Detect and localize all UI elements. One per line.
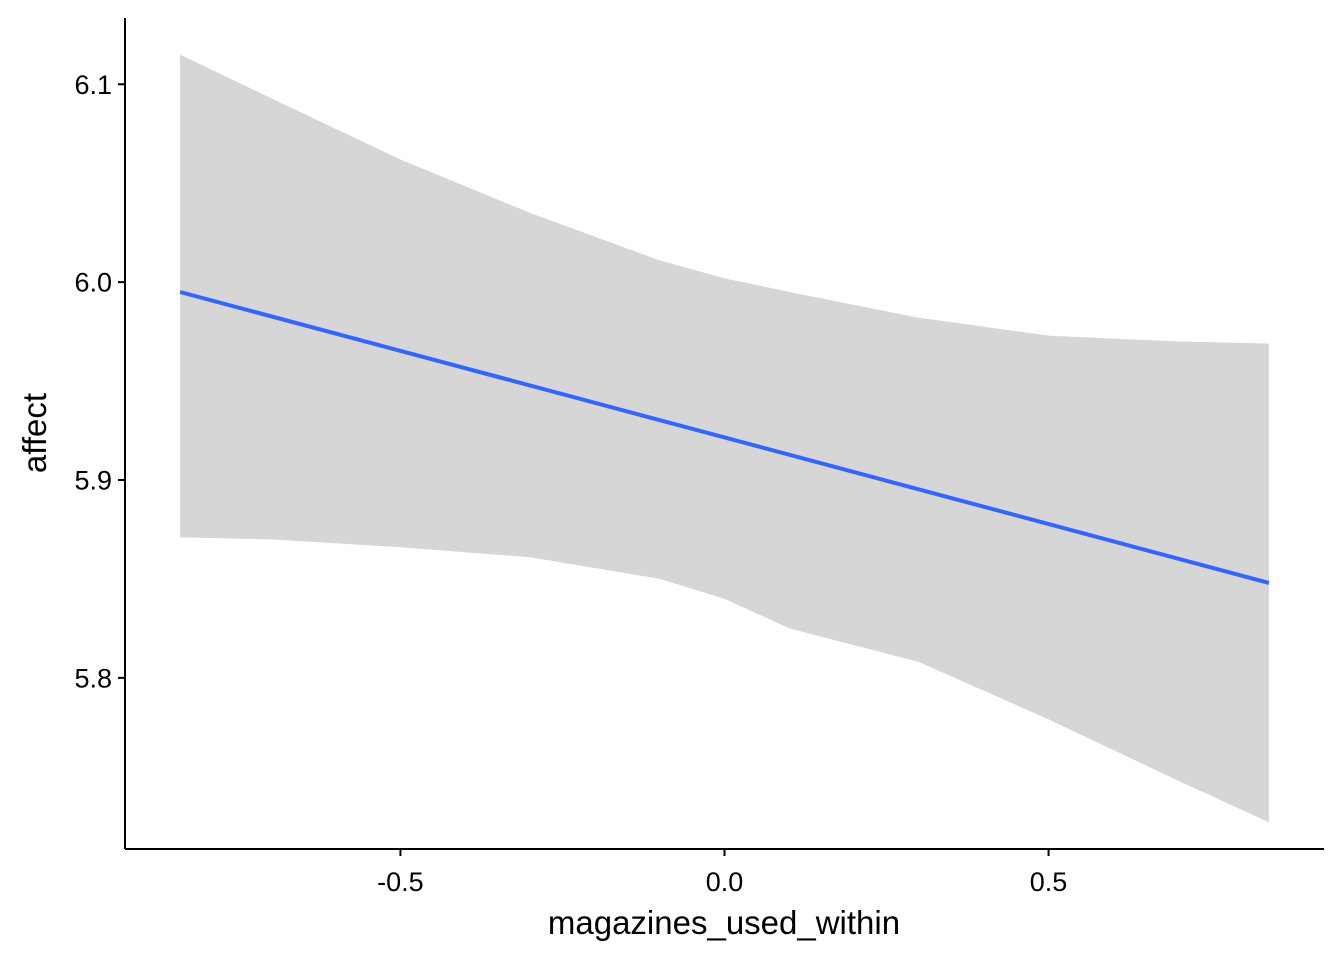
x-axis-title: magazines_used_within (548, 904, 900, 941)
x-tick-label: 0.0 (706, 867, 744, 897)
y-tick-label: 5.9 (74, 465, 112, 495)
x-axis-label: magazines_used_within (548, 904, 900, 941)
y-tick-label: 5.8 (74, 663, 112, 693)
y-tick-label: 6.1 (74, 70, 112, 100)
x-tick-label: -0.5 (377, 867, 424, 897)
regression-line-0 (179, 290, 1270, 585)
y-tick-label: 6.0 (74, 268, 112, 298)
y-axis-title: affect (16, 393, 53, 473)
y-axis-label: affect (16, 393, 53, 473)
x-tick-label: 0.5 (1030, 867, 1068, 897)
